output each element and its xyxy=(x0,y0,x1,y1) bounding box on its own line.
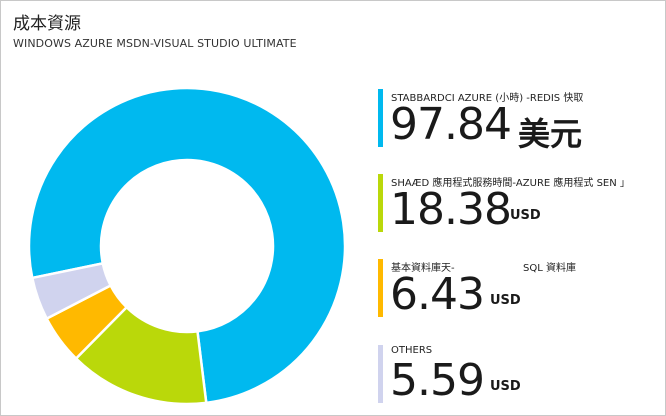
legend-label-secondary: SQL 資料庫 xyxy=(523,263,576,274)
legend-unit: USD xyxy=(490,293,521,308)
legend-item-others[interactable]: OTHERS 5.59 USD xyxy=(378,345,658,415)
legend-color-swatch xyxy=(378,259,383,317)
donut-segment-redis-cache[interactable] xyxy=(28,87,346,405)
legend-color-swatch xyxy=(378,345,383,403)
legend-label: SHAÆD 應用程式服務時間-AZURE 應用程式 SEN 」 xyxy=(391,178,630,189)
cost-donut-chart[interactable] xyxy=(28,87,346,405)
legend-unit: 美元 xyxy=(518,115,583,153)
legend-value: 5.59 xyxy=(390,355,485,406)
legend-label: STABBARDCI AZURE (小時) -REDIS 快取 xyxy=(391,93,584,104)
legend-item-sql-database[interactable]: 基本資料庫天- SQL 資料庫 6.43 USD xyxy=(378,259,658,337)
legend-item-app-service[interactable]: SHAÆD 應用程式服務時間-AZURE 應用程式 SEN 」 18.38 US… xyxy=(378,174,658,252)
legend-item-redis-cache[interactable]: STABBARDCI AZURE (小時) -REDIS 快取 97.84 美元 xyxy=(378,89,658,167)
legend-value: 97.84 xyxy=(390,99,512,150)
legend-label: OTHERS xyxy=(391,345,433,356)
subscription-name: WINDOWS AZURE MSDN-VISUAL STUDIO ULTIMAT… xyxy=(13,37,297,50)
donut-segment-others[interactable] xyxy=(30,261,113,321)
legend-value: 6.43 xyxy=(390,269,485,320)
legend-color-swatch xyxy=(378,174,383,232)
tile-title: 成本資源 xyxy=(13,14,81,34)
legend-color-swatch xyxy=(378,89,383,147)
legend-value: 18.38 xyxy=(390,184,512,235)
legend-label: 基本資料庫天- xyxy=(391,263,455,274)
legend-unit: USD xyxy=(510,208,541,223)
legend-unit: USD xyxy=(490,379,521,394)
